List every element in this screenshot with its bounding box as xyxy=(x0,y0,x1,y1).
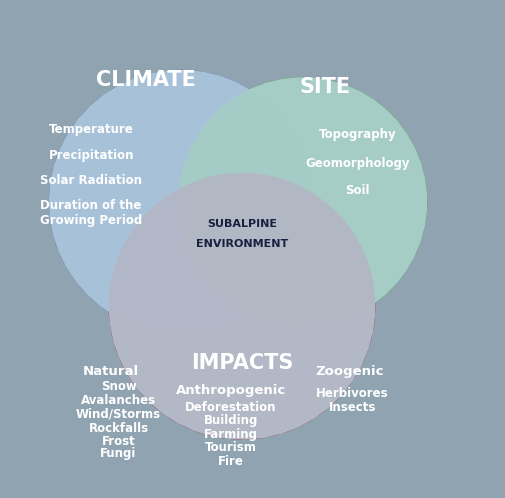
Text: Herbivores: Herbivores xyxy=(316,387,388,400)
Text: Building: Building xyxy=(203,414,257,427)
Text: Snow
Avalanches: Snow Avalanches xyxy=(81,380,156,407)
Text: Natural: Natural xyxy=(83,365,139,377)
Text: Wind/Storms: Wind/Storms xyxy=(76,408,161,421)
Text: SITE: SITE xyxy=(299,77,350,97)
Text: Farming: Farming xyxy=(203,428,257,441)
Text: Precipitation: Precipitation xyxy=(48,149,134,162)
Circle shape xyxy=(178,77,426,326)
Text: Soil: Soil xyxy=(344,184,369,197)
Text: Zoogenic: Zoogenic xyxy=(315,365,384,377)
Text: Deforestation: Deforestation xyxy=(184,401,276,414)
Text: SUBALPINE: SUBALPINE xyxy=(207,219,277,229)
Text: Geomorphology: Geomorphology xyxy=(305,157,409,170)
Text: Solar Radiation: Solar Radiation xyxy=(40,174,142,187)
Text: ENVIRONMENT: ENVIRONMENT xyxy=(195,239,288,249)
Text: Fire: Fire xyxy=(217,455,243,468)
Text: Insects: Insects xyxy=(328,401,376,414)
Text: Tourism: Tourism xyxy=(204,441,256,454)
Text: Frost: Frost xyxy=(102,435,135,448)
Text: Duration of the
Growing Period: Duration of the Growing Period xyxy=(40,199,142,227)
Text: Fungi: Fungi xyxy=(100,447,136,460)
Text: Anthropogenic: Anthropogenic xyxy=(175,384,285,397)
Text: Topography: Topography xyxy=(318,128,395,141)
Polygon shape xyxy=(48,70,426,440)
Circle shape xyxy=(48,70,312,334)
Text: Temperature: Temperature xyxy=(48,123,133,136)
Text: CLIMATE: CLIMATE xyxy=(96,70,195,90)
Circle shape xyxy=(109,173,375,440)
Text: Rockfalls: Rockfalls xyxy=(88,422,148,435)
Text: IMPACTS: IMPACTS xyxy=(190,353,293,373)
